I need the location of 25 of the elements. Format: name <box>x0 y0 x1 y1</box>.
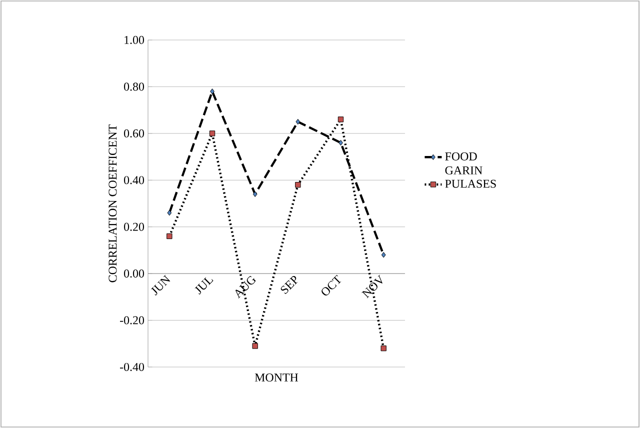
point <box>380 345 386 352</box>
point <box>296 118 300 125</box>
point <box>210 88 214 94</box>
y-axis-title: CORRELATION COEFFICENT <box>108 124 117 282</box>
point <box>381 252 386 258</box>
point <box>252 191 258 197</box>
point <box>167 210 172 216</box>
y-tick-label: 0.60 <box>124 129 144 138</box>
y-tick-label: 0.00 <box>124 270 144 278</box>
y-tick-label: 0.80 <box>124 82 144 91</box>
y-tick-label: 1.00 <box>124 36 144 44</box>
y-tick-label: 0.20 <box>124 222 144 231</box>
point <box>338 116 344 122</box>
legend-label: PULASES <box>445 180 496 188</box>
point <box>295 182 301 188</box>
y-tick-label: 0.40 <box>124 176 144 184</box>
legend-label: FOOD GARIN <box>445 152 482 174</box>
y-tick-label: -0.40 <box>120 362 144 372</box>
point <box>252 343 258 349</box>
point <box>166 233 172 240</box>
x-axis-title: MONTH <box>254 374 298 382</box>
point <box>209 130 216 136</box>
x-tick-label: JUL <box>194 277 214 295</box>
y-tick-label: -0.20 <box>120 316 144 324</box>
x-tick-label: SEP <box>280 276 298 294</box>
